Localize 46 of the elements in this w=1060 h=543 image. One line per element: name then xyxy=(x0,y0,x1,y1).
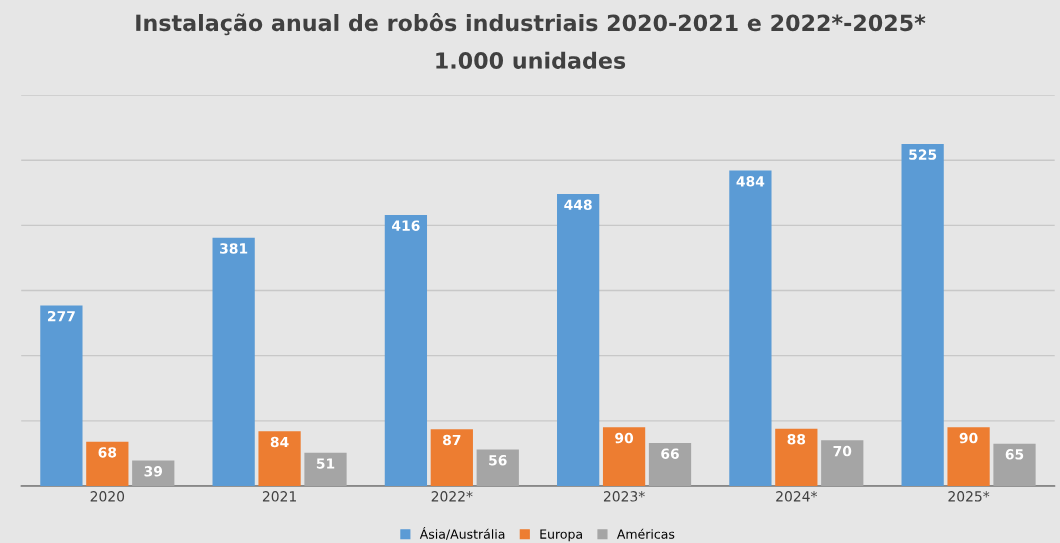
x-tick-label: 2023* xyxy=(603,491,645,502)
data-label: 70 xyxy=(833,445,852,457)
bar xyxy=(775,428,818,486)
x-tick-label: 2022* xyxy=(431,491,473,502)
bar xyxy=(258,431,301,486)
x-tick-label: 2020 xyxy=(90,491,125,502)
bar xyxy=(430,429,473,486)
legend-label: Américas xyxy=(616,528,675,539)
data-label: 56 xyxy=(489,454,507,466)
legend-label: Ásia/Austrália xyxy=(419,527,505,540)
bar xyxy=(993,443,1036,486)
data-label: 65 xyxy=(1005,449,1024,460)
data-label: 39 xyxy=(144,466,163,477)
x-tick-label: 2021 xyxy=(262,491,296,502)
data-label: 84 xyxy=(270,436,289,448)
x-tick-label: 2025* xyxy=(948,491,990,502)
bar xyxy=(557,194,600,486)
bar xyxy=(212,237,255,486)
data-label: 87 xyxy=(443,434,461,446)
data-label: 66 xyxy=(661,448,679,459)
data-label: 277 xyxy=(47,310,75,322)
x-tick-label: 2024* xyxy=(776,491,818,502)
data-label: 90 xyxy=(959,432,978,444)
data-label: 381 xyxy=(220,243,248,254)
bar xyxy=(40,305,83,486)
data-label: 90 xyxy=(615,432,634,444)
data-label: 68 xyxy=(98,447,117,458)
bar xyxy=(648,442,692,486)
data-label: 484 xyxy=(736,176,765,187)
legend-label: Europa xyxy=(540,529,582,542)
data-label: 525 xyxy=(909,149,937,160)
bar xyxy=(86,441,129,486)
bar xyxy=(729,170,772,486)
bar xyxy=(901,143,944,486)
bar xyxy=(821,440,864,486)
bar xyxy=(476,449,519,486)
chart-title: Instalação anual de robôs industriais 2020-2021 e 2022*-2025* xyxy=(136,13,926,36)
bar xyxy=(304,452,347,486)
data-label: 51 xyxy=(316,458,335,469)
data-label: 88 xyxy=(787,434,806,445)
bar xyxy=(602,427,646,486)
data-label: 448 xyxy=(564,199,592,211)
bar xyxy=(384,214,428,486)
bar xyxy=(947,427,990,486)
chart-subtitle: 1.000 unidades xyxy=(436,51,626,69)
data-label: 416 xyxy=(392,220,420,231)
